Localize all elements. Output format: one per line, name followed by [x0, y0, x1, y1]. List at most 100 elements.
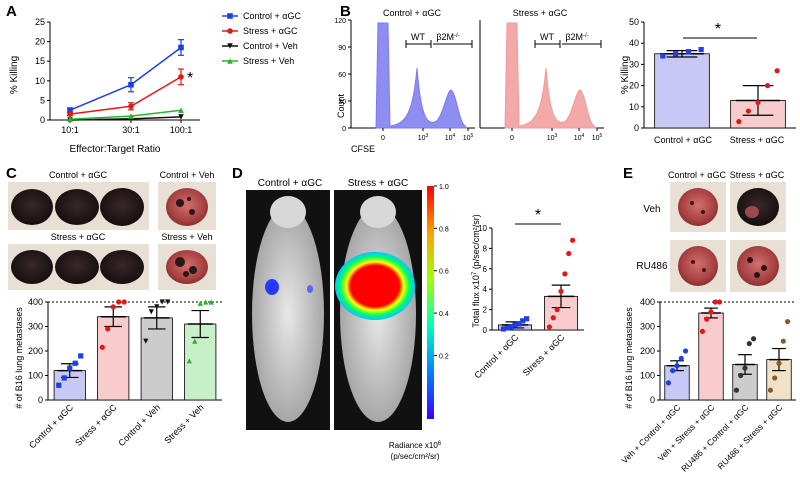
panel-a-legend: Control + αGC Stress + αGC Control + Veh St… — [222, 11, 301, 66]
legend-label: Control + αGC — [243, 11, 301, 21]
panel-b-bar-ylabel: % Killing — [620, 56, 631, 94]
gate-wt-label: WT — [540, 32, 554, 42]
y-tick-label: 10 — [629, 102, 639, 112]
legend-marker — [227, 13, 233, 19]
hist-x-tick-label: 104 — [445, 133, 456, 142]
hist-y-tick-label: 30 — [338, 99, 346, 106]
data-point — [755, 99, 761, 106]
x-tick-label: Stress + αGC — [521, 332, 567, 378]
data-point — [516, 321, 522, 327]
x-tick-label: Veh + Control + αGC — [619, 402, 682, 465]
x-tick-label: Veh + Stress + αGC — [656, 402, 717, 463]
panel-d-significance: * — [535, 207, 541, 224]
colorbar-tick-label: 0.8 — [439, 226, 449, 233]
data-point — [178, 114, 184, 120]
data-point — [148, 309, 154, 315]
y-tick-label: 400 — [28, 297, 43, 307]
panel-d-bioluminescence-images — [246, 190, 422, 430]
y-tick-label: 400 — [640, 297, 655, 307]
data-point — [554, 307, 560, 313]
bar — [654, 53, 710, 129]
x-tick-label: Stress + αGC — [73, 402, 119, 448]
y-tick-label: 5 — [40, 95, 45, 105]
colorbar-tick-label: 1.0 — [439, 184, 449, 191]
y-tick-label: 200 — [640, 346, 655, 356]
data-point — [660, 53, 666, 59]
y-tick-label: 50 — [629, 17, 639, 27]
hist-x-tick-label: 104 — [574, 133, 585, 142]
data-point — [550, 315, 556, 321]
x-tick-label: 30:1 — [122, 125, 140, 135]
hist2-title: Stress + αGC — [513, 8, 568, 18]
x-tick-label: Control + Veh — [116, 402, 162, 448]
data-point — [61, 375, 67, 381]
panel-c-ylabel: # of B16 lung metastases — [14, 307, 24, 409]
data-point — [774, 68, 780, 74]
data-point — [72, 360, 78, 366]
y-tick-label: 0 — [40, 115, 45, 125]
bar — [140, 317, 173, 401]
data-point — [764, 83, 771, 89]
data-point — [154, 304, 160, 310]
data-point — [569, 237, 576, 243]
data-point — [750, 336, 757, 342]
colorbar-label: Radiance x106 — [389, 441, 442, 450]
data-point — [708, 309, 714, 315]
data-point — [67, 116, 73, 123]
panel-a-significance: * — [187, 70, 193, 87]
data-point — [208, 299, 214, 305]
data-point — [685, 49, 691, 55]
x-tick-label: RU486 + Stress + αGC — [715, 402, 784, 471]
panel-d-chart: 0 2 4 6 8 10 Control + αGC Stress + αGC — [472, 223, 584, 380]
data-point — [736, 119, 742, 125]
data-point — [776, 360, 782, 366]
y-tick-label: 40 — [629, 38, 639, 48]
data-point — [99, 344, 105, 350]
data-point — [742, 365, 748, 371]
data-point — [745, 108, 752, 114]
data-point — [67, 111, 73, 117]
hist-x-tick-label: 103 — [418, 133, 429, 142]
data-point — [504, 325, 510, 331]
gate-ko-label: β2M-/- — [436, 32, 459, 42]
panel-a-chart: 0 5 10 15 20 25 10:1 30:1 100:1 — [35, 17, 200, 135]
y-tick-label: 15 — [35, 56, 45, 66]
data-point — [128, 81, 134, 88]
histogram — [375, 22, 469, 129]
photo-c-label-1: Control + αGC — [49, 170, 107, 180]
y-tick-label: 100 — [28, 371, 43, 381]
data-point — [508, 324, 514, 330]
hist-y-tick-label: 0 — [342, 126, 346, 133]
data-point — [767, 387, 774, 393]
data-point — [110, 304, 116, 310]
panel-e-lung-photos — [670, 182, 786, 292]
hist-y-tick-label: 60 — [338, 72, 346, 79]
panel-c-label: C — [6, 165, 17, 182]
data-point — [128, 113, 134, 119]
data-point — [746, 341, 752, 347]
panel-a-label: A — [6, 3, 17, 20]
data-point — [500, 326, 507, 332]
x-tick-label: Control + αGC — [27, 402, 75, 450]
data-point — [67, 365, 73, 371]
hist-y-tick-label: 120 — [334, 18, 346, 25]
y-tick-label: 25 — [35, 17, 45, 27]
hist-x-tick-label: 103 — [547, 133, 558, 142]
panel-d-label: D — [232, 165, 243, 182]
colorbar — [427, 186, 434, 419]
data-point — [67, 107, 73, 113]
y-tick-label: 4 — [483, 285, 488, 294]
data-point — [178, 74, 184, 80]
data-point — [733, 387, 740, 393]
panel-b-histograms: 0 30 60 90 120 0 103 104 105 WT β2M-/- 0 103 104 105 WT… — [334, 18, 604, 142]
photo-e-col-1: Control + αGC — [668, 170, 726, 180]
y-tick-label: 2 — [483, 306, 488, 315]
y-tick-label: 0 — [634, 123, 639, 133]
data-point — [562, 271, 568, 277]
hist-x-tick-label: 0 — [381, 135, 385, 142]
data-point — [159, 299, 165, 305]
panel-a-ylabel: % Killing — [9, 56, 20, 94]
panel-b-ylabel: Count — [336, 94, 346, 119]
